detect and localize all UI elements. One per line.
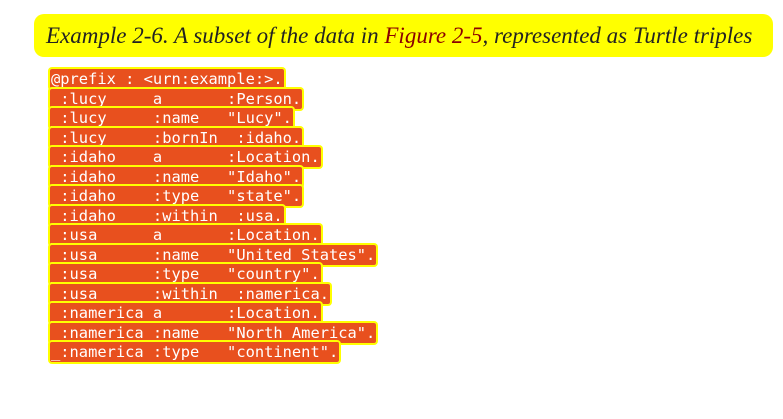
code-text: _:namerica a :Location. [50,303,321,323]
caption-link[interactable]: Figure 2-5 [384,23,483,48]
code-text: _:usa :type "country". [50,264,321,284]
code-line: _:lucy a :Person. [50,88,376,110]
code-line: _:namerica :type "continent". [50,342,376,363]
code-line: _:lucy :name "Lucy". [50,108,376,129]
code-line: @prefix : <urn:example:>. [50,69,376,90]
code-text: _:lucy a :Person. [50,88,303,109]
caption-rest: , represented as Turtle triples [482,23,753,48]
code-text: @prefix : <urn:example:>. [50,69,284,89]
code-line: _:idaho :within _:usa. [50,205,376,227]
code-line: _:idaho :type "state". [50,186,376,207]
code-text: _:namerica :name "North America". [50,322,377,343]
code-line: _:usa :type "country". [50,264,376,285]
code-line: _:usa :within _:namerica. [50,283,376,305]
code-line: _:usa a :Location. [50,225,376,246]
code-text: _:usa :within _:namerica. [50,283,330,304]
code-text: _:idaho :within _:usa. [50,205,284,226]
code-text: _:usa :name "United States". [50,244,377,265]
code-line: _:idaho a :Location. [50,147,376,168]
code-text: _:namerica :type "continent". [50,342,340,362]
code-line: _:namerica :name "North America". [50,322,377,344]
code-line: _:idaho :name "Idaho". [50,166,376,188]
code-line: _:namerica a :Location. [50,303,376,324]
code-line: _:lucy :bornIn _:idaho. [50,127,376,149]
code-text: _:idaho :name "Idaho". [50,166,303,187]
code-text: _:usa a :Location. [50,225,321,245]
code-text: _:lucy :name "Lucy". [50,108,293,128]
caption-label: Example 2-6. A subset of the data in [46,23,385,48]
code-text: _:lucy :bornIn _:idaho. [50,127,303,148]
code-block: @prefix : <urn:example:>. _:lucy a :Perso… [50,69,377,363]
code-line: _:usa :name "United States". [50,244,377,266]
code-text: _:idaho a :Location. [50,147,321,167]
code-text: _:idaho :type "state". [50,186,303,206]
caption: Example 2-6. A subset of the data in Fig… [34,14,773,57]
